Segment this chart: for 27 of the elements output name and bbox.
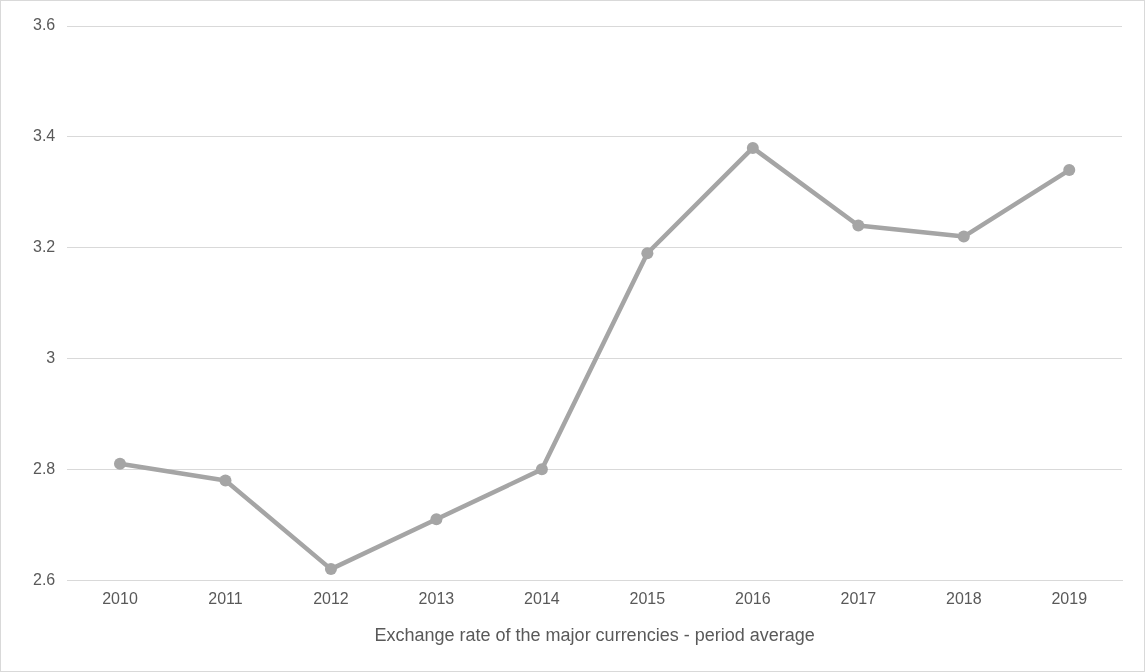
- y-tick-label: 2.8: [32, 459, 56, 477]
- x-tick-label: 2018: [945, 590, 982, 608]
- y-tick-label: 3.2: [32, 238, 56, 256]
- point: [219, 474, 232, 487]
- x-tick-label: 2015: [629, 590, 666, 608]
- x-tick-label: 2017: [840, 590, 877, 608]
- point: [1063, 164, 1076, 177]
- x-tick-label: 2013: [418, 590, 455, 608]
- point: [641, 247, 654, 260]
- x-axis-title: Exchange rate of the major currencies - period average: [374, 625, 815, 646]
- point: [852, 219, 865, 232]
- y-tick-label: 3: [46, 348, 56, 366]
- y-tick-label: 2.6: [32, 570, 56, 588]
- point: [746, 141, 759, 154]
- x-tick-label: 2016: [735, 590, 771, 608]
- x-tick-label: 2012: [313, 590, 349, 608]
- y-tick-label: 3.4: [32, 127, 56, 145]
- x-tick-label: 2011: [208, 590, 243, 608]
- x-tick-label: 2019: [1051, 590, 1088, 608]
- point: [324, 563, 337, 576]
- point: [957, 230, 970, 243]
- x-tick-label: 2010: [102, 590, 138, 608]
- y-tick-label: 3.6: [32, 16, 56, 34]
- point: [535, 463, 548, 476]
- point: [430, 513, 443, 526]
- point: [113, 457, 126, 470]
- x-tick-label: 2014: [524, 590, 560, 608]
